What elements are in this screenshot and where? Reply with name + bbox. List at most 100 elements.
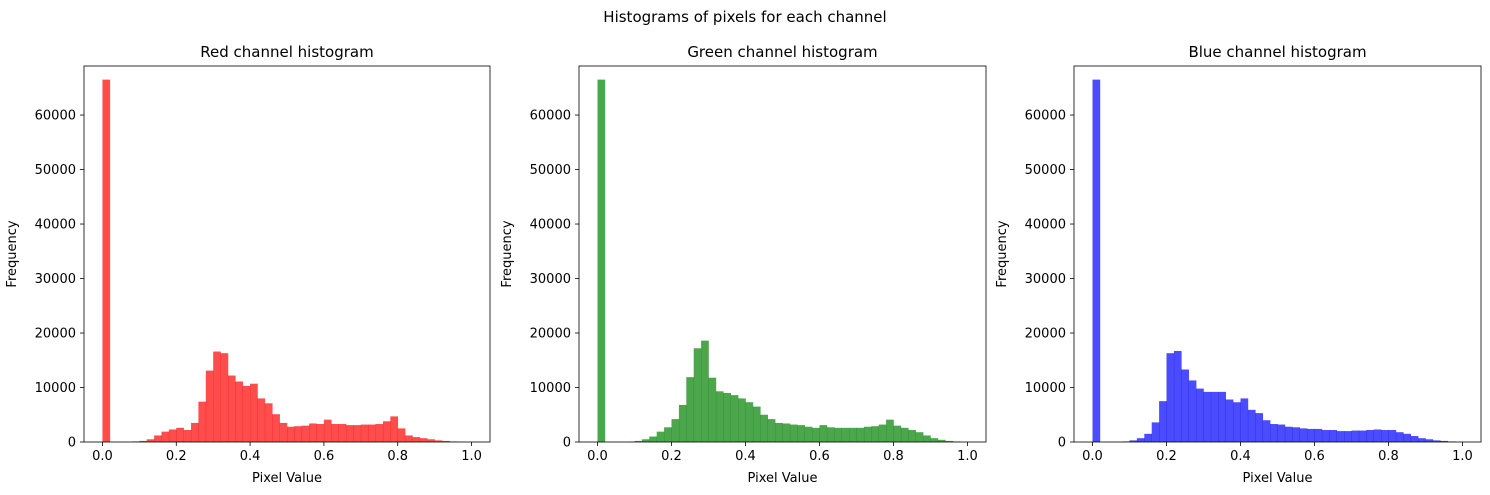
green-histogram-bar: [856, 427, 865, 442]
red-histogram-bar: [250, 383, 258, 442]
blue-histogram-bar: [1151, 422, 1160, 442]
blue-x-tick-label: 0.0: [1082, 449, 1103, 464]
green-histogram-bar: [863, 426, 872, 442]
blue-histogram-bar: [1277, 424, 1286, 442]
green-histogram-bar: [908, 430, 916, 442]
red-histogram-bar: [353, 425, 362, 442]
red-y-tick-label: 40000: [35, 218, 76, 233]
green-histogram-bar: [900, 427, 909, 442]
green-axes-frame: [578, 65, 987, 443]
blue-histogram-bar: [1188, 380, 1197, 442]
blue-y-tick-label: 50000: [1025, 163, 1066, 178]
green-histogram-bar: [723, 392, 731, 442]
blue-histogram-bar: [1418, 438, 1426, 442]
blue-histogram-bar: [1255, 413, 1263, 442]
blue-histogram-bar: [1218, 391, 1226, 442]
red-histogram-bar: [331, 424, 339, 442]
green-histogram-bar: [745, 402, 754, 442]
green-x-tick-label: 0.2: [661, 449, 682, 464]
red-histogram-bar: [198, 401, 207, 442]
red-histogram-bar: [235, 381, 244, 442]
blue-histogram-bar: [1351, 430, 1360, 442]
red-y-tick-label: 30000: [35, 272, 76, 287]
red-x-axis-label: Pixel Value: [252, 471, 322, 486]
green-y-tick-label: 20000: [530, 327, 571, 342]
red-histogram-bar: [412, 437, 421, 442]
green-histogram-bar: [849, 427, 857, 442]
blue-y-tick-label: 20000: [1025, 327, 1066, 342]
green-histogram-bar: [878, 424, 887, 442]
red-y-tick-label: 60000: [35, 109, 76, 124]
green-x-tick-label: 0.6: [809, 449, 830, 464]
blue-histogram-bar: [1425, 439, 1434, 442]
blue-histogram-bar: [1092, 79, 1101, 443]
red-histogram-bar: [419, 438, 428, 442]
green-y-tick-label: 40000: [530, 218, 571, 233]
green-chart: 0.0 0.2 0.4 0.6 0.8 1.0 0 10000 20000 30000 40000 5…: [500, 43, 987, 486]
blue-histogram-bar: [1292, 427, 1300, 442]
red-histogram-bar: [102, 79, 111, 443]
blue-histogram-bar: [1233, 402, 1241, 442]
red-histogram-bar: [397, 428, 406, 442]
green-x-tick-label: 0.0: [587, 449, 608, 464]
green-y-axis-label: Frequency: [500, 220, 515, 287]
blue-x-tick-label: 0.4: [1230, 449, 1251, 464]
red-histogram-bar: [176, 427, 184, 442]
red-histogram-bar: [316, 424, 325, 442]
blue-histogram-bar: [1432, 440, 1441, 442]
red-chart: 0.0 0.2 0.4 0.6 0.8 1.0 0 10000 20000 30000 40000 5…: [5, 43, 491, 486]
green-histogram-bar: [656, 431, 665, 442]
blue-histogram-bar: [1344, 431, 1352, 442]
red-histogram-bar: [338, 424, 347, 442]
red-histogram-bar: [220, 353, 229, 442]
red-x-tick-label: 0.0: [92, 449, 113, 464]
blue-histogram-bar: [1247, 409, 1256, 442]
blue-histogram-bar: [1270, 424, 1278, 442]
green-histogram-bar: [923, 435, 931, 442]
red-histogram-bar: [427, 439, 435, 442]
blue-histogram-bar: [1440, 440, 1448, 442]
red-histogram-bar: [227, 375, 236, 442]
blue-histogram-bar: [1395, 432, 1404, 442]
green-histogram-bar: [841, 427, 850, 442]
green-histogram-bar: [767, 419, 776, 442]
blue-histogram-bar: [1181, 369, 1189, 442]
red-y-tick-label: 20000: [35, 327, 76, 342]
blue-histogram-bar: [1196, 388, 1204, 442]
blue-histogram-bar: [1159, 401, 1167, 442]
red-histogram-bar: [434, 440, 443, 442]
red-histogram-bar: [368, 424, 376, 442]
green-y-tick-label: 30000: [530, 272, 571, 287]
red-histogram-bar: [323, 419, 332, 442]
red-histogram-bar: [154, 435, 162, 442]
blue-x-tick-label: 0.2: [1156, 449, 1177, 464]
blue-x-tick-label: 0.6: [1304, 449, 1325, 464]
red-y-tick-label: 50000: [35, 163, 76, 178]
green-y-tick-label: 0: [563, 436, 571, 451]
blue-histogram-bar: [1173, 351, 1182, 442]
green-histogram-bar: [819, 425, 828, 442]
red-histogram-bar: [279, 422, 288, 442]
red-y-axis-label: Frequency: [5, 220, 20, 287]
green-histogram-bar: [893, 425, 902, 442]
green-histogram-bar: [812, 427, 820, 442]
green-histogram-bar: [797, 425, 805, 442]
blue-x-tick-label: 0.8: [1378, 449, 1399, 464]
blue-histogram-bar: [1336, 431, 1345, 442]
red-histogram-bar: [382, 421, 391, 442]
green-histogram-bar: [671, 419, 680, 442]
green-histogram-bar: [760, 414, 768, 442]
blue-histogram-bar: [1144, 433, 1152, 442]
red-histogram-bar: [309, 423, 317, 442]
blue-histogram-bar: [1284, 426, 1293, 442]
red-histogram-bar: [205, 370, 214, 442]
red-histogram-bar: [375, 424, 384, 442]
blue-y-tick-label: 30000: [1025, 272, 1066, 287]
green-histogram-bar: [649, 436, 657, 442]
blue-histogram-bar: [1373, 429, 1382, 442]
green-histogram-bar: [826, 427, 835, 442]
red-histogram-bar: [287, 426, 295, 442]
red-histogram-bar: [346, 425, 354, 442]
green-histogram-bar: [708, 377, 717, 442]
red-axes-frame: [83, 65, 491, 443]
